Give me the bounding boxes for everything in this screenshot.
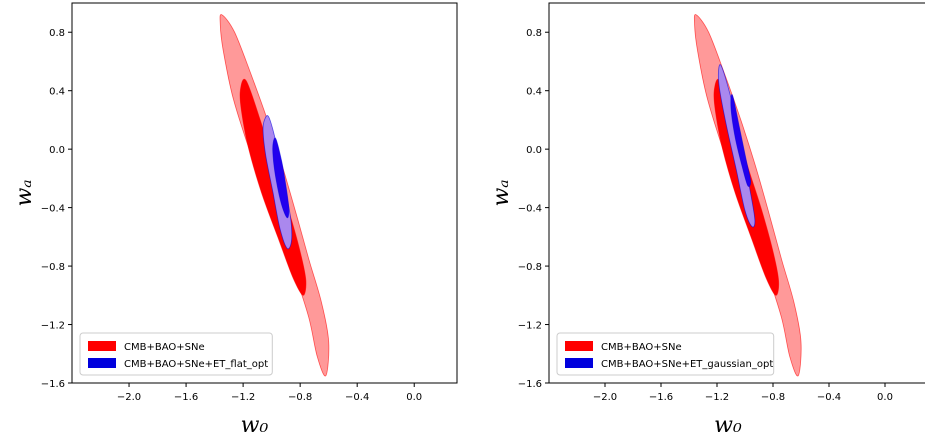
x-tick-label: −2.0 bbox=[117, 392, 141, 403]
contour-group bbox=[693, 14, 802, 377]
legend: CMB+BAO+SNe CMB+BAO+SNe+ET_gaussian_opt bbox=[556, 332, 775, 376]
legend-box bbox=[556, 332, 775, 376]
plot-frame bbox=[548, 2, 925, 384]
x-tick-label: 0.0 bbox=[877, 392, 893, 403]
y-tick-label: 0.8 bbox=[49, 28, 65, 39]
legend-swatch bbox=[565, 341, 593, 351]
y-tick-label: 0.4 bbox=[526, 87, 542, 98]
y-axis-label: wₐ bbox=[489, 179, 514, 206]
y-axis-label: wₐ bbox=[12, 179, 37, 206]
x-tick-label: −1.2 bbox=[231, 392, 255, 403]
contour-with-et-1-sigma bbox=[272, 137, 290, 219]
legend-swatch bbox=[88, 358, 116, 368]
y-tick-label: 0.0 bbox=[526, 145, 542, 156]
y-tick-label: −1.6 bbox=[41, 379, 65, 390]
x-tick-label: −0.8 bbox=[288, 392, 312, 403]
plot-frame bbox=[71, 2, 458, 384]
legend: CMB+BAO+SNe CMB+BAO+SNe+ET_flat_opt bbox=[79, 332, 273, 376]
y-tick-label: 0.0 bbox=[49, 145, 65, 156]
y-tick-label: −0.4 bbox=[518, 204, 542, 215]
left-contour-panel: −2.0 −1.6 −1.2 −0.8 −0.4 0.0 −1.6 −1.2 −0.8 −0.4 0… bbox=[12, 2, 458, 438]
x-tick-label: −0.8 bbox=[761, 392, 785, 403]
y-tick-label: −0.8 bbox=[41, 262, 65, 273]
y-tick-label: −1.2 bbox=[518, 321, 542, 332]
x-tick-label: −1.6 bbox=[174, 392, 198, 403]
legend-entry-label: CMB+BAO+SNe bbox=[124, 342, 205, 353]
legend-swatch bbox=[565, 358, 593, 368]
right-contour-panel: −2.0 −1.6 −1.2 −0.8 −0.4 0.0 −1.6 −1.2 −0.8 −0.4 0… bbox=[489, 2, 925, 438]
legend-entry-label: CMB+BAO+SNe+ET_flat_opt bbox=[124, 359, 268, 370]
x-tick-label: −0.4 bbox=[817, 392, 841, 403]
contour-group bbox=[219, 14, 330, 377]
y-tick-label: 0.4 bbox=[49, 87, 65, 98]
y-tick-label: −0.4 bbox=[41, 204, 65, 215]
x-tick-label: −0.4 bbox=[345, 392, 369, 403]
contour-with-et-1-sigma bbox=[730, 94, 752, 188]
legend-swatch bbox=[88, 341, 116, 351]
x-axis-label: w₀ bbox=[714, 413, 742, 438]
x-tick-label: −1.2 bbox=[705, 392, 729, 403]
legend-box bbox=[79, 332, 273, 376]
x-tick-label: 0.0 bbox=[406, 392, 422, 403]
x-tick-label: −2.0 bbox=[593, 392, 617, 403]
x-tick-label: −1.6 bbox=[649, 392, 673, 403]
y-tick-label: −1.6 bbox=[518, 379, 542, 390]
legend-entry-label: CMB+BAO+SNe+ET_gaussian_opt bbox=[601, 359, 773, 370]
y-tick-label: −0.8 bbox=[518, 262, 542, 273]
y-tick-label: 0.8 bbox=[526, 28, 542, 39]
y-tick-label: −1.2 bbox=[41, 321, 65, 332]
x-axis-label: w₀ bbox=[241, 413, 269, 438]
legend-entry-label: CMB+BAO+SNe bbox=[601, 342, 682, 353]
